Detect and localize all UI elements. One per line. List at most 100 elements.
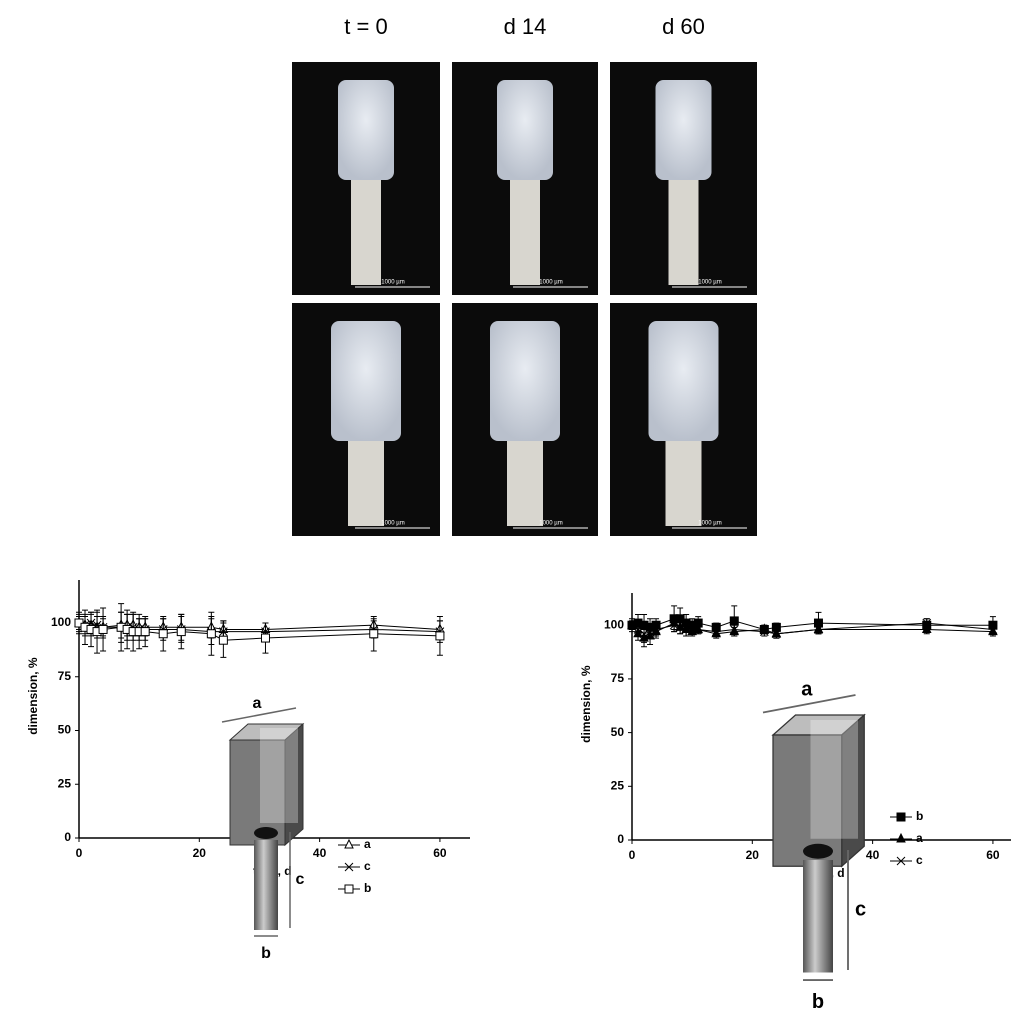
cylinder: [803, 860, 833, 973]
marker: [140, 627, 150, 637]
marker: [633, 625, 643, 634]
marker: [435, 631, 445, 641]
block-front: [772, 734, 843, 867]
x-tick-label: 20: [193, 846, 207, 860]
block-front: [229, 739, 286, 846]
dimension-arrow: [762, 694, 856, 714]
sample-head: [490, 321, 560, 441]
marker: [729, 616, 739, 626]
marker: [206, 629, 216, 639]
dimension-label: a: [801, 678, 813, 700]
legend-marker: [896, 812, 906, 822]
marker: [675, 623, 685, 632]
dimension-label: b: [261, 945, 271, 962]
legend-label: b: [364, 881, 371, 895]
marker: [759, 627, 769, 637]
column-label: t = 0: [344, 14, 387, 39]
x-tick-label: 60: [986, 848, 1000, 862]
marker: [921, 623, 932, 634]
marker: [693, 625, 703, 634]
marker: [645, 627, 655, 637]
marker: [814, 625, 823, 634]
sample-head: [648, 321, 719, 441]
x-tick-label: 0: [76, 846, 83, 860]
x-tick-label: 60: [433, 846, 447, 860]
column-label: d 60: [662, 14, 705, 39]
sample-stem: [510, 180, 540, 285]
y-tick-label: 50: [58, 723, 72, 737]
marker: [369, 629, 379, 639]
sample-stem: [665, 441, 702, 526]
dimension-arrow: [221, 707, 297, 723]
marker: [260, 633, 270, 643]
sample-stem: [348, 441, 384, 526]
dimension-label: c: [855, 898, 866, 920]
y-tick-label: 0: [617, 832, 624, 846]
marker: [729, 625, 739, 634]
y-axis-label: dimension, %: [579, 665, 593, 743]
x-tick-label: 40: [313, 846, 327, 860]
scale-bar-label: 1000 µm: [698, 521, 721, 527]
scale-bar-label: 1000 µm: [381, 280, 404, 286]
y-tick-label: 50: [611, 725, 625, 739]
column-label: d 14: [504, 14, 547, 39]
block-highlight: [810, 720, 858, 839]
sample-head: [338, 80, 394, 180]
legend-label: a: [916, 831, 923, 845]
marker: [772, 629, 781, 639]
y-tick-label: 100: [51, 615, 71, 629]
block-highlight: [260, 728, 298, 823]
marker: [651, 625, 661, 634]
x-tick-label: 40: [866, 848, 880, 862]
y-axis-label: dimension, %: [26, 657, 40, 735]
marker: [687, 623, 697, 632]
marker: [639, 629, 649, 639]
sample-head: [331, 321, 401, 441]
marker: [176, 627, 186, 637]
marker: [988, 625, 998, 634]
sample-head: [655, 80, 712, 180]
dimension-label: b: [812, 991, 824, 1013]
y-tick-label: 0: [64, 830, 71, 844]
scale-bar-label: 1000 µm: [539, 521, 562, 527]
sample-stem: [351, 180, 381, 285]
sample-stem: [507, 441, 543, 526]
marker: [922, 618, 932, 628]
cylinder: [254, 840, 278, 930]
marker: [98, 624, 108, 634]
legend-marker: [344, 838, 354, 849]
dimension-label: c: [296, 871, 305, 888]
scale-bar-label: 1000 µm: [381, 521, 404, 527]
scale-bar-label: 1000 µm: [698, 280, 721, 286]
scale-bar-label: 1000 µm: [539, 280, 562, 286]
legend-marker: [344, 884, 354, 894]
hole: [803, 843, 833, 859]
x-tick-label: 20: [746, 848, 760, 862]
marker: [669, 620, 679, 630]
marker: [158, 629, 168, 639]
y-tick-label: 25: [58, 776, 72, 790]
marker: [627, 620, 637, 630]
dimension-label: a: [253, 695, 262, 712]
x-tick-label: 0: [629, 848, 636, 862]
y-tick-label: 100: [604, 617, 624, 631]
legend-marker: [896, 832, 906, 843]
y-tick-label: 25: [611, 778, 625, 792]
legend-marker: [344, 862, 354, 872]
schematic: a c b: [221, 695, 305, 962]
legend-label: c: [916, 853, 923, 867]
schematic: a c b: [762, 678, 866, 1013]
marker: [711, 627, 721, 637]
hole: [254, 827, 278, 839]
legend-label: a: [364, 837, 371, 851]
marker: [681, 625, 691, 634]
marker: [218, 635, 228, 645]
sample-head: [497, 80, 553, 180]
y-tick-label: 75: [58, 669, 72, 683]
sample-stem: [668, 180, 699, 285]
legend-marker: [896, 856, 906, 866]
legend-label: b: [916, 809, 923, 823]
legend-label: c: [364, 859, 371, 873]
